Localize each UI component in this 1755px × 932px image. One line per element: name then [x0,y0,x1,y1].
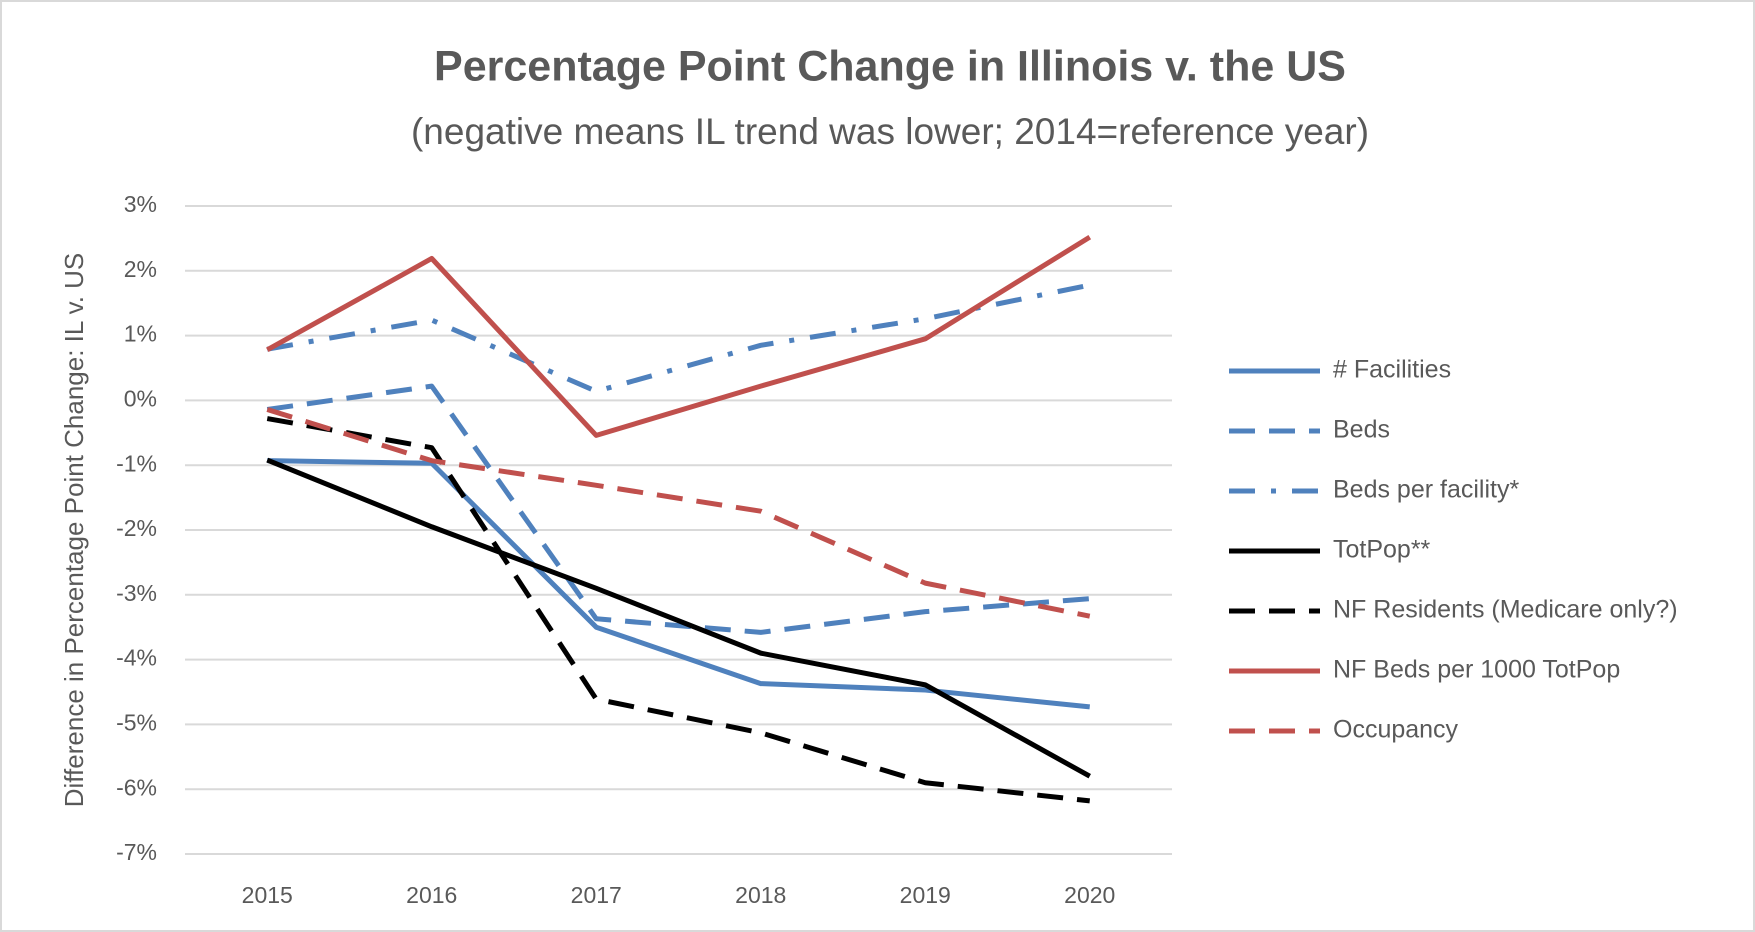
legend-label: TotPop** [1333,536,1431,564]
y-tick-label: 2% [124,256,157,282]
x-tick-label: 2020 [1064,882,1115,908]
series-line [266,457,1091,779]
series-line [266,234,1092,438]
legend-label: # Facilities [1333,356,1451,384]
y-tick-label: -3% [116,580,157,606]
series-line [266,416,1091,804]
y-tick-label: -4% [116,645,157,671]
series-line [266,383,1090,635]
y-tick-label: -7% [116,839,157,865]
series-line [267,458,1091,710]
legend-label: Beds per facility* [1333,476,1519,504]
chart-subtitle: (negative means IL trend was lower; 2014… [411,111,1369,152]
y-tick-label: -6% [116,774,157,800]
series-line [266,407,1091,619]
y-axis-label: Difference in Percentage Point Change: I… [59,253,89,808]
x-tick-label: 2019 [900,882,951,908]
x-tick-label: 2015 [242,882,293,908]
x-tick-label: 2016 [406,882,457,908]
legend-label: NF Residents (Medicare only?) [1333,596,1678,624]
legend-label: Beds [1333,416,1390,444]
y-tick-label: -2% [116,515,157,541]
chart-title: Percentage Point Change in Illinois v. t… [434,42,1346,90]
legend-label: Occupancy [1333,716,1459,744]
x-tick-label: 2018 [735,882,786,908]
y-tick-label: 0% [124,385,157,411]
y-tick-label: -5% [116,709,157,735]
y-tick-label: 3% [124,191,157,217]
series-line [266,282,1091,394]
y-tick-label: -1% [116,450,157,476]
x-tick-label: 2017 [571,882,622,908]
legend-label: NF Beds per 1000 TotPop [1333,656,1620,684]
y-tick-label: 1% [124,321,157,347]
